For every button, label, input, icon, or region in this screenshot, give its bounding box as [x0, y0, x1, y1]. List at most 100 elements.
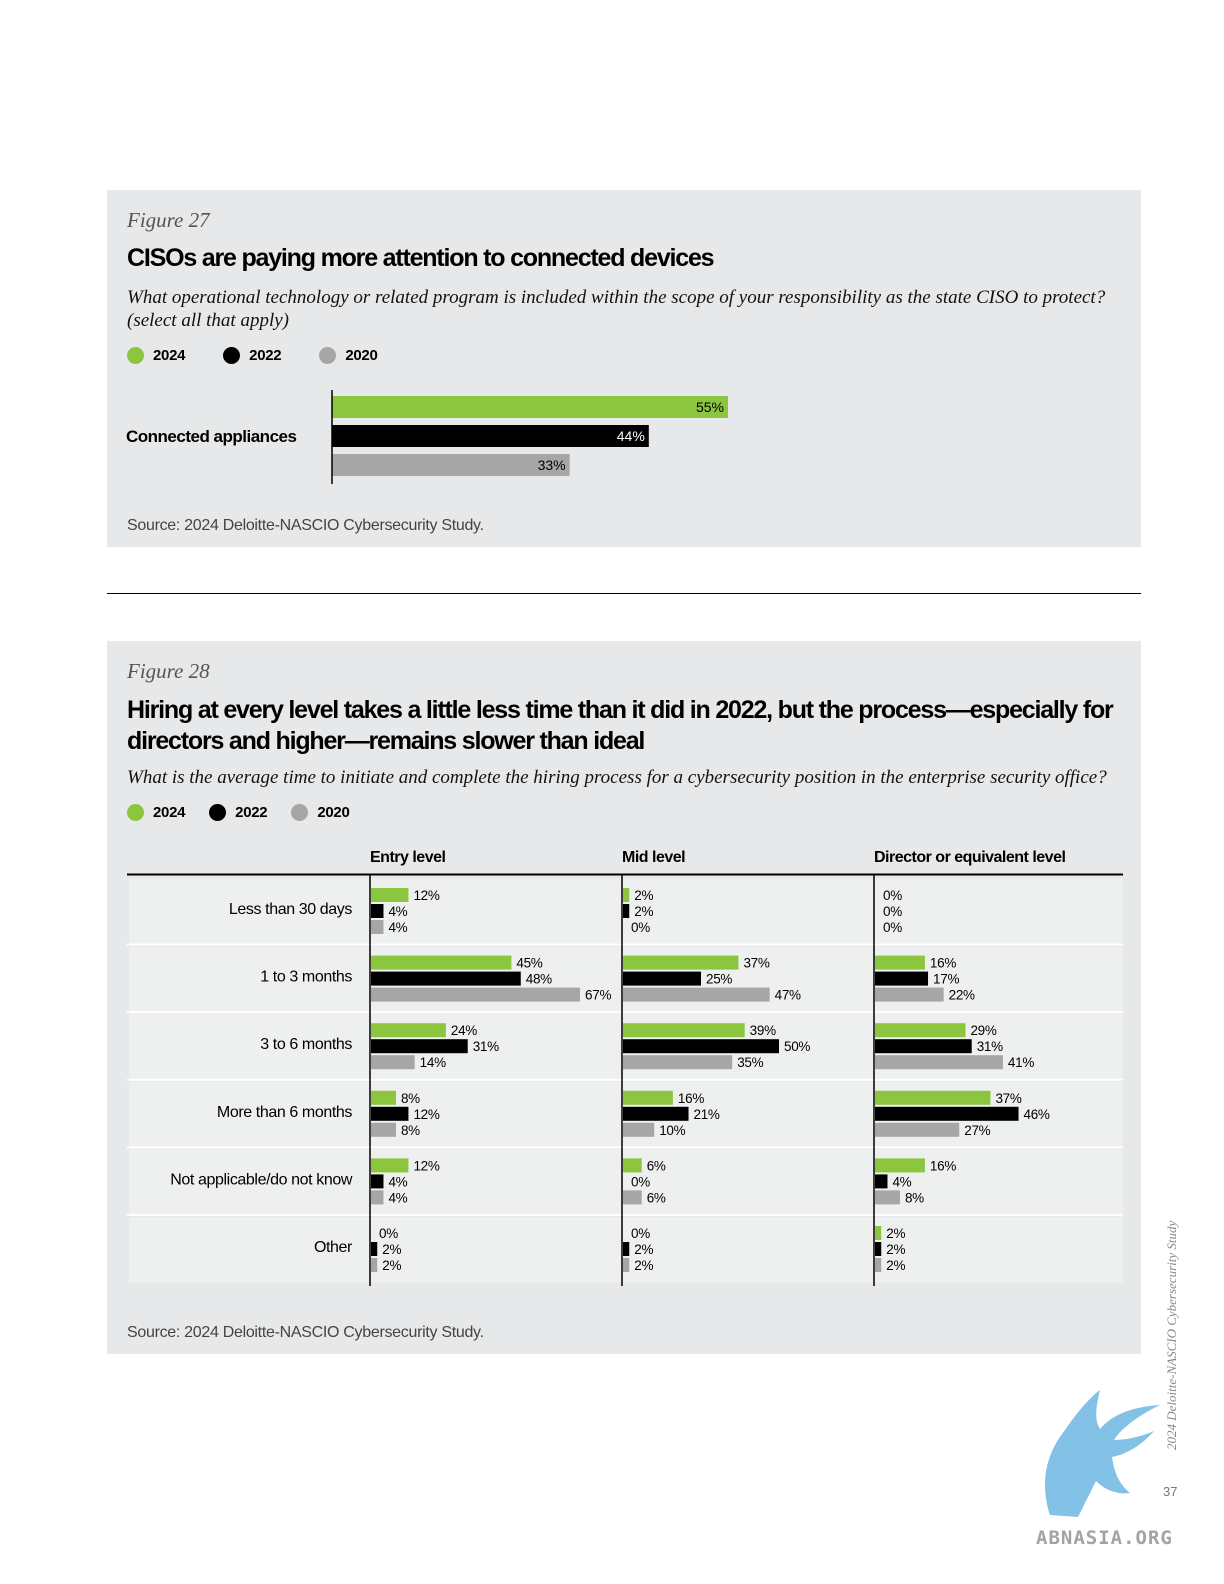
bar-2024: [371, 955, 512, 970]
bar-2024: [623, 1158, 642, 1173]
bar-2020: [623, 1258, 630, 1272]
bar-2020: [875, 1258, 882, 1272]
category-label: More than 6 months: [217, 1104, 352, 1121]
bar-2020: [875, 1055, 1003, 1070]
category-label: Less than 30 days: [229, 901, 352, 918]
data-label-2024: 37%: [743, 956, 769, 971]
legend-label-2022: 2022: [249, 346, 282, 364]
data-label-2020: 35%: [737, 1055, 763, 1070]
data-label-2020: 2%: [634, 1258, 653, 1273]
bar-2022: [623, 1242, 630, 1256]
bar-2020: [623, 1190, 642, 1205]
legend-label-2024: 2024: [153, 346, 186, 364]
bar-2020: [371, 1122, 396, 1137]
data-label-2024: 12%: [413, 1158, 439, 1173]
data-label-2024: 55%: [696, 399, 724, 415]
bar-2024: [875, 955, 925, 970]
bar-2024: [371, 1090, 396, 1105]
legend-dot-2022: [223, 346, 241, 364]
bar-2020: [371, 1055, 415, 1070]
data-label-2022: 2%: [886, 1242, 905, 1257]
figure-27-source: Source: 2024 Deloitte-NASCIO Cybersecuri…: [127, 517, 484, 534]
data-label-2020: 2%: [382, 1258, 401, 1273]
panel-header: Entry level: [370, 849, 445, 866]
data-label-2020: 4%: [388, 920, 407, 935]
panel-header: Mid level: [622, 849, 685, 866]
bar-2024: [371, 1158, 409, 1173]
legend-label-2020: 2020: [345, 346, 378, 364]
bar-2022: [371, 1039, 468, 1054]
legend-item-2020: 2020: [319, 346, 378, 364]
bar-2020: [623, 1122, 655, 1137]
griffin-logo-icon: [1045, 1390, 1160, 1517]
bar-2020: [875, 987, 944, 1002]
data-label-2022: 4%: [388, 1174, 407, 1189]
data-label-2024: 6%: [647, 1158, 666, 1173]
figure-27-title: CISOs are paying more attention to conne…: [127, 244, 715, 272]
bar-2022: [623, 1039, 779, 1054]
data-label-2022: 4%: [892, 1174, 911, 1189]
figure-27-chart: Connected appliances 55% 44% 33%: [126, 390, 728, 484]
bar-2024: [623, 1023, 745, 1038]
legend-dot-2020: [291, 803, 309, 821]
bar-2020: [875, 1122, 960, 1137]
data-label-2020: 33%: [538, 457, 566, 473]
bar-2020: [371, 987, 581, 1002]
bar-2024: [623, 955, 739, 970]
data-label-2024: 2%: [886, 1226, 905, 1241]
data-label-2020: 41%: [1008, 1055, 1034, 1070]
data-label-2022: 2%: [634, 1242, 653, 1257]
data-label-2022: 25%: [706, 972, 732, 987]
bar-2022: [623, 1106, 689, 1121]
category-label: 1 to 3 months: [260, 969, 352, 986]
bar-2022: [371, 1242, 378, 1256]
figure-28-panel: Figure 28 Hiring at every level takes a …: [107, 641, 1141, 1354]
data-label-2024: 0%: [379, 1226, 398, 1241]
data-label-2024: 39%: [750, 1023, 776, 1038]
bar-2022: [623, 971, 701, 986]
figure-28-subtitle: What is the average time to initiate and…: [127, 767, 1107, 788]
data-label-2020: 22%: [949, 988, 975, 1003]
bar-2022: [371, 971, 521, 986]
figure-28-title: Hiring at every level takes a little les…: [127, 696, 1114, 755]
bar-2020: [623, 987, 770, 1002]
data-label-2020: 47%: [775, 988, 801, 1003]
section-divider: [107, 593, 1141, 594]
legend-item-2024: 2024: [127, 803, 185, 821]
bar-2022: [371, 904, 384, 918]
legend-dot-2024: [127, 346, 144, 364]
figure-28-chart: Entry level Mid level Director or equivale…: [127, 849, 1123, 1286]
category-label: Other: [314, 1239, 353, 1256]
data-label-2020: 14%: [420, 1055, 446, 1070]
bar-2022: [875, 971, 929, 986]
bar-2020: [875, 1190, 900, 1205]
data-label-2020: 0%: [883, 920, 902, 935]
data-label-2024: 29%: [970, 1023, 996, 1038]
bar-2022: [371, 1174, 384, 1189]
data-label-2024: 8%: [401, 1091, 420, 1106]
data-label-2022: 50%: [784, 1039, 810, 1054]
figure-28-label: Figure 28: [127, 659, 210, 683]
bar-2022: [332, 425, 649, 447]
data-label-2024: 16%: [930, 956, 956, 971]
data-label-2020: 6%: [647, 1190, 666, 1205]
figure-27-subtitle: What operational technology or related p…: [127, 287, 1106, 331]
bar-2024: [623, 888, 630, 902]
data-label-2022: 31%: [473, 1039, 499, 1054]
data-label-2022: 4%: [388, 904, 407, 919]
figure-28-legend: 2024 2022 2020: [127, 802, 374, 822]
data-label-2022: 46%: [1024, 1107, 1050, 1122]
bar-2022: [623, 904, 630, 918]
bar-2020: [332, 454, 570, 476]
legend-label-2020: 2020: [317, 803, 350, 821]
bar-2020: [623, 1055, 733, 1070]
legend-dot-2022: [209, 803, 227, 821]
legend-dot-2020: [319, 346, 337, 364]
data-label-2022: 2%: [382, 1242, 401, 1257]
panel-header: Director or equivalent level: [874, 849, 1065, 866]
figure-28-source: Source: 2024 Deloitte-NASCIO Cybersecuri…: [127, 1324, 484, 1341]
category-label: Connected appliances: [126, 427, 296, 446]
bar-2022: [875, 1039, 972, 1054]
data-label-2024: 16%: [930, 1158, 956, 1173]
bar-2022: [875, 1242, 882, 1256]
